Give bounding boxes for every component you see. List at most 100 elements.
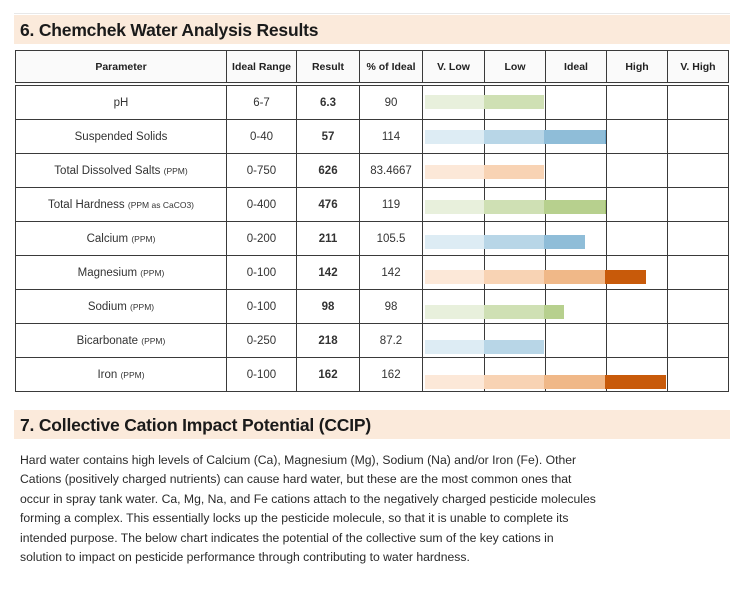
pct-ideal-cell: 83.4667	[359, 153, 423, 188]
bar-segment	[544, 270, 605, 284]
param-unit: (PPM)	[141, 335, 166, 346]
v-high-cell	[667, 187, 729, 222]
bar-segment	[484, 305, 544, 319]
bar-segment	[425, 340, 484, 354]
param-unit: (PPM)	[120, 369, 145, 380]
ideal-cell	[545, 83, 607, 120]
bar-segment	[544, 375, 605, 389]
pct-ideal-cell: 87.2	[359, 323, 423, 358]
high-cell	[606, 119, 668, 154]
header-high: High	[606, 50, 668, 86]
section6-title: 6. Chemchek Water Analysis Results	[20, 20, 319, 40]
param-cell: Iron (PPM)	[15, 357, 227, 392]
water-analysis-table: Parameter Ideal Range Result % of Ideal …	[15, 50, 729, 392]
header-low: Low	[484, 50, 546, 86]
paragraph-line: solution to impact on pesticide performa…	[20, 550, 470, 565]
param-cell: Bicarbonate (PPM)	[15, 323, 227, 358]
bar-segment	[425, 130, 484, 144]
section7-title: 7. Collective Cation Impact Potential (C…	[20, 415, 371, 435]
param-name: Suspended Solids	[74, 130, 168, 143]
param-name: pH	[113, 96, 129, 109]
bar-segment	[484, 95, 544, 109]
param-unit: (PPM as CaCO3)	[127, 199, 195, 210]
result-cell: 162	[296, 357, 360, 392]
ideal-range-cell: 0-100	[226, 255, 297, 290]
header-ideal-range: Ideal Range	[226, 50, 297, 86]
table-row: Sodium (PPM) 0-100 98 98	[15, 289, 729, 324]
header-result: Result	[296, 50, 360, 86]
v-high-cell	[667, 289, 729, 324]
pct-ideal-cell: 142	[359, 255, 423, 290]
table-row: Suspended Solids 0-40 57 114	[15, 119, 729, 154]
ideal-range-cell: 0-40	[226, 119, 297, 154]
high-cell	[606, 323, 668, 358]
param-name: Bicarbonate	[76, 334, 139, 347]
param-unit: (PPM)	[140, 267, 165, 278]
header-v-high: V. High	[667, 50, 729, 86]
section6-header-band	[14, 15, 730, 44]
bar-segment	[484, 375, 544, 389]
param-unit: (PPM)	[131, 233, 156, 244]
param-name: Calcium	[86, 232, 129, 245]
result-cell: 6.3	[296, 83, 360, 120]
paragraph-line: intended purpose. The below chart indica…	[20, 530, 554, 545]
header-v-low: V. Low	[422, 50, 485, 86]
pct-ideal-cell: 90	[359, 83, 423, 120]
bar-segment	[425, 165, 484, 179]
result-cell: 476	[296, 187, 360, 222]
result-cell: 98	[296, 289, 360, 324]
v-high-cell	[667, 119, 729, 154]
bar-segment	[425, 235, 484, 249]
bar-segment	[484, 270, 544, 284]
header-ideal: Ideal	[545, 50, 607, 86]
result-cell: 57	[296, 119, 360, 154]
ideal-range-cell: 0-250	[226, 323, 297, 358]
bar-segment	[484, 200, 544, 214]
table-row: pH 6-7 6.3 90	[15, 83, 729, 120]
bar-segment	[605, 200, 606, 214]
param-cell: Sodium (PPM)	[15, 289, 227, 324]
bar-segment	[425, 305, 484, 319]
header-pct-ideal: % of Ideal	[359, 50, 423, 86]
bar-segment	[425, 200, 484, 214]
param-name: Iron	[97, 368, 118, 381]
pct-ideal-cell: 162	[359, 357, 423, 392]
param-unit: (PPM)	[130, 301, 155, 312]
ideal-cell	[545, 323, 607, 358]
high-cell	[606, 187, 668, 222]
table-row: Calcium (PPM) 0-200 211 105.5	[15, 221, 729, 256]
section7-header-band	[14, 410, 730, 439]
v-high-cell	[667, 221, 729, 256]
high-cell	[606, 289, 668, 324]
paragraph-line: occur in spray tank water. Ca, Mg, Na, a…	[20, 491, 596, 506]
ideal-range-cell: 0-400	[226, 187, 297, 222]
v-high-cell	[667, 357, 729, 392]
bar-segment	[425, 375, 484, 389]
bar-segment	[484, 165, 544, 179]
paragraph-line: Cations (positively charged nutrients) c…	[20, 472, 572, 487]
param-cell: Total Dissolved Salts (PPM)	[15, 153, 227, 188]
ccip-description: Hard water contains high levels of Calci…	[20, 451, 732, 567]
param-name: Magnesium	[77, 266, 138, 279]
bar-segment	[484, 235, 544, 249]
result-cell: 218	[296, 323, 360, 358]
high-cell	[606, 221, 668, 256]
table-row: Iron (PPM) 0-100 162 162	[15, 357, 729, 392]
header-parameter: Parameter	[15, 50, 227, 86]
bar-segment	[544, 200, 605, 214]
v-high-cell	[667, 323, 729, 358]
param-cell: Suspended Solids	[15, 119, 227, 154]
param-name: Total Hardness	[47, 198, 125, 211]
v-high-cell	[667, 153, 729, 188]
param-cell: pH	[15, 83, 227, 120]
ideal-cell	[545, 153, 607, 188]
bar-segment	[425, 270, 484, 284]
result-cell: 142	[296, 255, 360, 290]
bar-segment	[544, 130, 605, 144]
pct-ideal-cell: 105.5	[359, 221, 423, 256]
result-cell: 626	[296, 153, 360, 188]
table-row: Bicarbonate (PPM) 0-250 218 87.2	[15, 323, 729, 358]
ideal-range-cell: 0-200	[226, 221, 297, 256]
bar-segment	[605, 270, 646, 284]
table-row: Total Hardness (PPM as CaCO3) 0-400 476 119	[15, 187, 729, 222]
